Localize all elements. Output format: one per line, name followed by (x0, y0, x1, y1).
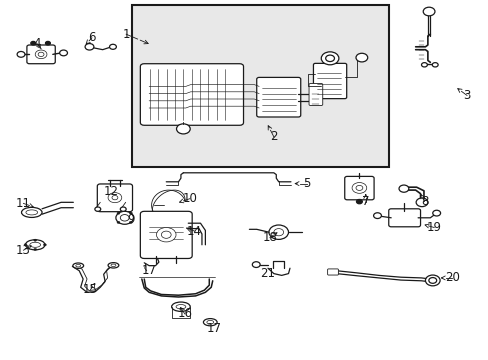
Text: 1: 1 (122, 28, 130, 41)
Text: 17: 17 (142, 264, 156, 277)
FancyBboxPatch shape (308, 84, 322, 105)
Circle shape (373, 213, 381, 219)
Circle shape (355, 53, 367, 62)
Bar (132, 5, 388, 167)
Circle shape (108, 193, 122, 203)
Circle shape (398, 185, 408, 192)
Circle shape (325, 55, 334, 62)
Text: 11: 11 (16, 197, 31, 210)
Ellipse shape (21, 207, 42, 217)
Text: 3: 3 (462, 89, 470, 102)
Circle shape (38, 52, 44, 57)
Text: 6: 6 (88, 31, 96, 44)
Text: 12: 12 (104, 185, 119, 198)
Circle shape (45, 41, 50, 45)
Ellipse shape (25, 240, 45, 250)
Circle shape (273, 229, 283, 236)
Circle shape (116, 211, 133, 224)
FancyBboxPatch shape (256, 77, 300, 117)
Circle shape (95, 207, 101, 211)
Text: 14: 14 (187, 225, 202, 238)
Text: 16: 16 (177, 307, 192, 320)
Text: 5: 5 (303, 177, 310, 190)
Ellipse shape (73, 263, 83, 269)
Circle shape (34, 239, 37, 241)
Circle shape (129, 212, 132, 214)
Ellipse shape (171, 302, 190, 311)
Circle shape (109, 44, 116, 49)
Text: 2: 2 (269, 130, 277, 143)
Circle shape (351, 183, 366, 193)
Circle shape (355, 185, 362, 190)
Text: 10: 10 (182, 192, 197, 205)
Circle shape (24, 244, 27, 246)
FancyBboxPatch shape (313, 63, 346, 99)
Text: 20: 20 (444, 271, 459, 284)
Circle shape (321, 52, 338, 65)
Text: 18: 18 (262, 231, 277, 244)
Ellipse shape (176, 305, 185, 309)
Circle shape (422, 7, 434, 16)
FancyBboxPatch shape (344, 176, 373, 200)
Text: 9: 9 (127, 213, 135, 226)
Circle shape (31, 41, 36, 45)
Ellipse shape (76, 264, 81, 267)
Text: 4: 4 (33, 37, 41, 50)
Circle shape (120, 215, 129, 221)
Text: 21: 21 (260, 267, 275, 280)
Circle shape (421, 63, 427, 67)
Circle shape (17, 51, 25, 57)
Text: 19: 19 (426, 221, 441, 234)
Ellipse shape (111, 264, 116, 266)
Circle shape (428, 278, 436, 283)
Circle shape (117, 221, 120, 224)
Circle shape (120, 207, 126, 211)
Circle shape (43, 244, 46, 246)
FancyBboxPatch shape (140, 211, 192, 258)
Ellipse shape (203, 319, 217, 326)
Circle shape (268, 225, 288, 239)
Circle shape (156, 228, 176, 242)
Ellipse shape (30, 242, 41, 247)
Circle shape (112, 195, 118, 200)
Circle shape (85, 44, 94, 50)
Circle shape (431, 63, 437, 67)
Text: 7: 7 (361, 195, 369, 208)
FancyBboxPatch shape (140, 64, 243, 125)
Ellipse shape (108, 263, 119, 268)
FancyBboxPatch shape (97, 184, 132, 212)
Circle shape (35, 50, 47, 59)
Text: 13: 13 (16, 244, 31, 257)
Text: 17: 17 (206, 322, 221, 335)
Circle shape (425, 275, 439, 286)
Text: 15: 15 (83, 283, 98, 296)
Circle shape (161, 231, 171, 238)
Circle shape (432, 210, 440, 216)
Circle shape (252, 262, 260, 267)
Circle shape (356, 199, 362, 204)
FancyBboxPatch shape (27, 45, 55, 64)
Text: 8: 8 (420, 195, 427, 208)
Circle shape (415, 198, 427, 207)
Circle shape (117, 212, 120, 214)
Circle shape (176, 124, 190, 134)
FancyBboxPatch shape (388, 209, 420, 227)
Circle shape (129, 221, 132, 224)
Ellipse shape (206, 320, 213, 324)
Ellipse shape (26, 210, 38, 215)
Circle shape (34, 248, 37, 251)
Circle shape (60, 50, 67, 56)
FancyBboxPatch shape (327, 269, 338, 275)
